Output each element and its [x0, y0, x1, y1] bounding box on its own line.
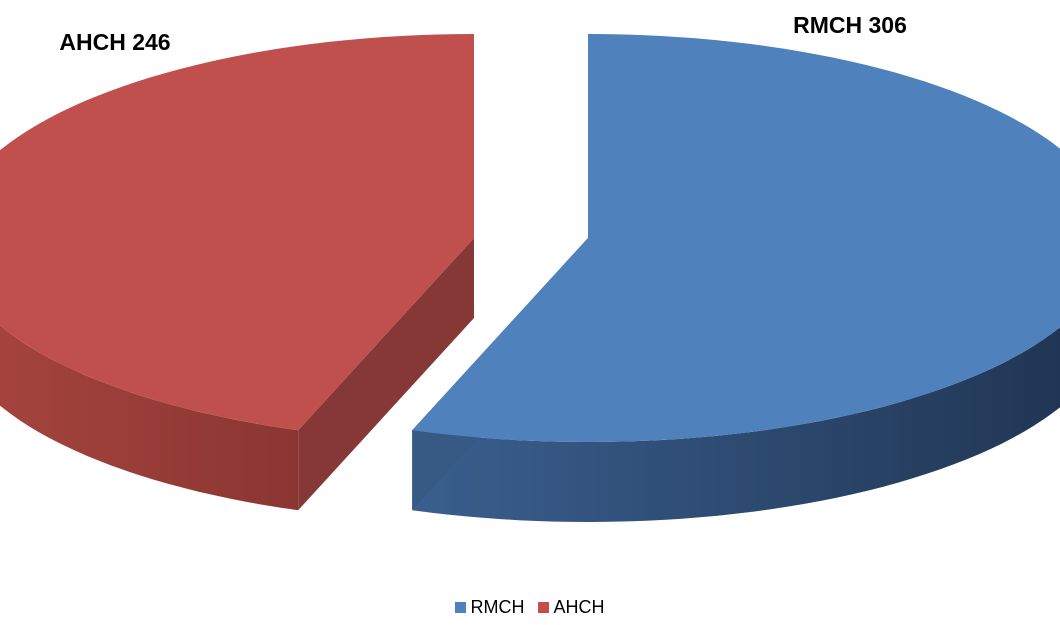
slices-layer [0, 34, 1060, 522]
legend-swatch-ahch [538, 602, 550, 613]
pie-slice-rmch-outer-wall [412, 327, 1060, 522]
pie-slice-ahch-cut-face-1 [298, 238, 474, 511]
legend-item-rmch: RMCH [455, 597, 524, 618]
pie-slice-rmch-top [412, 34, 1060, 442]
data-label-rmch: RMCH 306 [793, 12, 907, 38]
legend: RMCH AHCH [0, 597, 1060, 618]
legend-swatch-rmch [455, 602, 467, 613]
pie-slice-ahch-top [0, 34, 474, 431]
legend-label-rmch: RMCH [470, 597, 525, 617]
data-label-ahch: AHCH 246 [59, 29, 170, 55]
pie-slice-ahch-outer-wall [0, 325, 299, 511]
pie-slice-rmch [412, 34, 1060, 522]
data-labels: RMCH 306 AHCH 246 [59, 12, 906, 55]
pie-slice-ahch [0, 34, 474, 511]
legend-item-ahch: AHCH [538, 597, 605, 618]
legend-label-ahch: AHCH [553, 597, 605, 617]
